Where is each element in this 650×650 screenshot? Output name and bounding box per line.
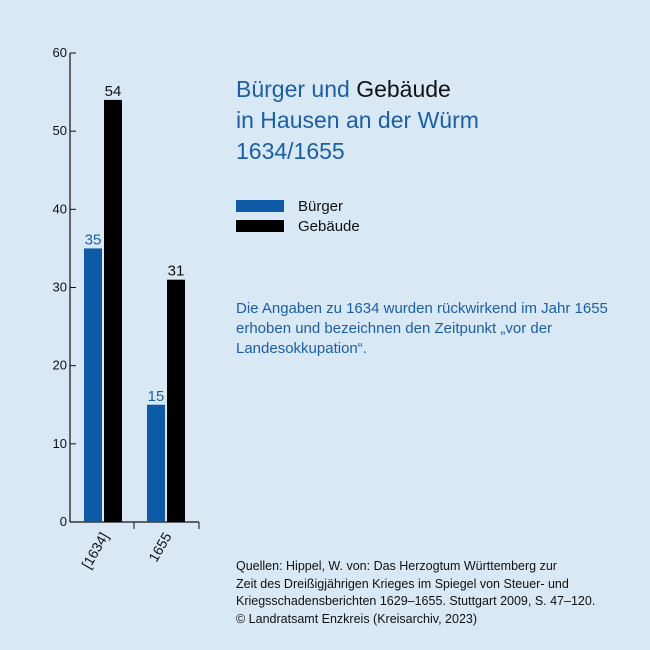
source-line-1: Quellen: Hippel, W. von: Das Herzogtum W…: [236, 559, 557, 573]
y-tick-label: 0: [60, 514, 67, 529]
bar-value-label: 31: [168, 263, 185, 280]
legend-label-gebaeude: Gebäude: [298, 217, 360, 235]
bar-gebaeude: [167, 279, 185, 522]
legend-label-buerger: Bürger: [298, 197, 344, 215]
bar-value-label: 54: [105, 83, 122, 100]
bar-buerger: [147, 404, 165, 522]
sources-text: Quellen: Hippel, W. von: Das Herzogtum W…: [236, 558, 636, 628]
bar-value-label: 35: [85, 231, 102, 248]
source-line-3: Kriegsschadensberichten 1629–1655. Stutt…: [236, 594, 596, 608]
title-line-3: 1634/1655: [236, 138, 345, 164]
y-tick-label: 50: [53, 123, 67, 138]
source-line-2: Zeit des Dreißigjährigen Krieges im Spie…: [236, 576, 569, 591]
legend-swatch-buerger: [236, 200, 284, 212]
y-tick-label: 60: [53, 45, 67, 60]
legend-item-gebaeude: Gebäude: [236, 216, 360, 236]
chart-bars: [84, 99, 185, 523]
y-tick-label: 30: [53, 280, 67, 295]
title-line-2: in Hausen an der Würm: [236, 107, 479, 133]
y-tick-label: 40: [53, 201, 67, 216]
x-category-label: [1634]: [78, 530, 111, 572]
chart-legend: Bürger Gebäude: [236, 196, 360, 236]
y-tick-label: 10: [53, 436, 67, 451]
title-part-gebaeude: Gebäude: [356, 76, 451, 102]
bar-value-label: 15: [148, 388, 165, 405]
x-category-label: 1655: [145, 529, 175, 564]
bar-buerger: [84, 248, 102, 522]
chart-title: Bürger und Gebäude in Hausen an der Würm…: [236, 74, 479, 167]
y-tick-label: 20: [53, 358, 67, 373]
legend-swatch-gebaeude: [236, 220, 284, 232]
copyright-line: © Landratsamt Enzkreis (Kreisarchiv, 202…: [236, 611, 478, 626]
chart-note: Die Angaben zu 1634 wurden rückwirkend i…: [236, 300, 608, 357]
legend-item-buerger: Bürger: [236, 196, 360, 216]
title-part-buerger: Bürger und: [236, 76, 350, 102]
bar-gebaeude: [104, 99, 122, 523]
